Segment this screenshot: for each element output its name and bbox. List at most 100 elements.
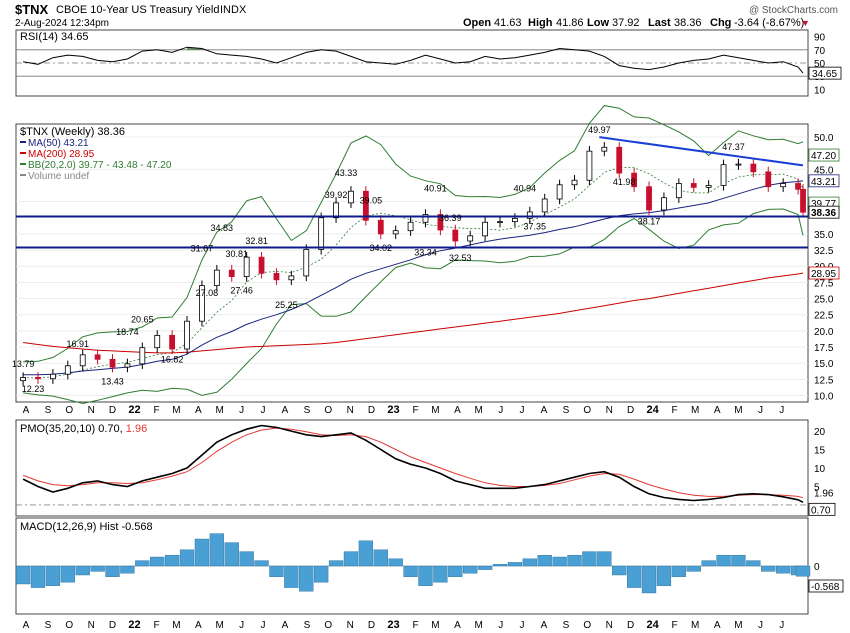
candle-body — [228, 269, 235, 277]
open-label: Open — [463, 17, 491, 29]
price-annotation: 13.79 — [12, 359, 35, 369]
rsi-tick-label: 10 — [814, 85, 826, 96]
candle-body — [79, 354, 86, 367]
price-annotation: 30.81 — [225, 249, 248, 259]
price-x-tick-label: M — [691, 405, 699, 416]
candle-body — [318, 217, 325, 250]
candle-body — [750, 163, 757, 173]
price-x-tick-label: O — [324, 405, 332, 416]
pmo-signal-line — [22, 427, 804, 499]
price-annotation: 31.67 — [191, 243, 214, 253]
low-value: 37.92 — [612, 17, 640, 29]
candle-body — [497, 221, 503, 224]
legend-label: BB(20,2.0) 39.77 - 43.48 - 47.20 — [28, 160, 172, 171]
price-tick-label: 22.5 — [814, 311, 834, 322]
price-tick-label: 50.0 — [814, 133, 834, 144]
candle-body — [526, 211, 533, 219]
price-title: $TNX (Weekly) 38.36 — [20, 126, 125, 138]
price-x-tick-label: A — [714, 405, 721, 416]
price-annotation: 16.91 — [66, 339, 89, 349]
macd-hist-bar — [537, 555, 552, 567]
rsi-tick-label: 90 — [814, 33, 826, 44]
price-x-tick-label: M — [172, 405, 180, 416]
security-name: CBOE 10-Year US Treasury Yield — [56, 4, 219, 16]
candle-body — [571, 179, 578, 186]
price-tick-label: 45.0 — [814, 165, 834, 176]
candle-body — [601, 146, 608, 152]
macd-x-tick-label: F — [672, 620, 678, 631]
value-tag-label: 43.21 — [811, 177, 836, 188]
candle-body — [437, 214, 444, 231]
price-x-tick-label: N — [347, 405, 354, 416]
candle-body — [243, 256, 250, 277]
macd-hist-bar — [328, 560, 344, 567]
price-annotation: 25.25 — [275, 300, 298, 310]
price-x-tick-label: J — [260, 405, 265, 416]
macd-x-tick-label: O — [324, 620, 332, 631]
macd-hist-bar — [597, 551, 612, 567]
macd-panel: MACD(12,26,9) Hist -0.568 0 -0.568 — [15, 517, 844, 615]
macd-hist-bar — [358, 540, 374, 567]
last-price-box — [808, 205, 840, 219]
candle-body — [556, 184, 563, 200]
macd-x-tick-label: J — [758, 620, 763, 631]
high-label: High — [528, 17, 553, 29]
macd-hist-bar — [120, 565, 135, 574]
price-annotation: 27.46 — [230, 286, 253, 296]
candle-body — [258, 256, 265, 274]
macd-hist-bar — [194, 538, 210, 567]
candle-body — [348, 190, 354, 204]
candle-body — [199, 285, 205, 322]
exchange-label: INDX — [220, 4, 247, 16]
ma200-line — [23, 272, 804, 354]
macd-x-tick-label: S — [45, 620, 52, 631]
price-annotation: 16.82 — [161, 354, 184, 364]
price-x-tick-label: A — [541, 405, 548, 416]
macd-x-tick-label: N — [606, 620, 613, 631]
open-value: 41.63 — [494, 17, 522, 29]
macd-hist-bar — [433, 565, 448, 583]
macd-x-tick-label: M — [475, 620, 483, 631]
price-tick-label: 32.5 — [814, 246, 834, 257]
low-label: Low — [587, 17, 609, 29]
macd-last-box — [808, 579, 844, 593]
candle-body — [184, 320, 190, 350]
candle-body — [154, 335, 161, 349]
price-annotation: 34.02 — [370, 243, 393, 253]
month-axis: A A S S O O N N D D 22 22 F F M M A A M M J J J J A A S S O O N N D D 23 23… — [23, 404, 785, 631]
pmo-title: PMO(35,20,10) 0.70, 1.96 — [20, 423, 147, 435]
price-tick-label: 20.0 — [814, 327, 834, 338]
macd-hist-bar — [701, 560, 716, 567]
price-x-tick-label: S — [563, 405, 570, 416]
price-annotation: 47.37 — [722, 142, 745, 152]
macd-x-tick-label: A — [195, 620, 202, 631]
macd-title: MACD(12,26,9) Hist -0.568 — [20, 521, 153, 533]
pmo-line — [22, 424, 804, 504]
value-tag-box — [808, 148, 840, 162]
macd-x-tick-label: J — [498, 620, 503, 631]
price-x-tick-label: N — [88, 405, 95, 416]
macd-hist-bar — [135, 560, 150, 567]
price-x-tick-label: O — [65, 405, 73, 416]
macd-hist-bar — [716, 555, 731, 567]
price-annotation: 43.33 — [335, 168, 358, 178]
candle-body — [50, 373, 56, 380]
price-x-tick-label: 23 — [387, 404, 399, 416]
price-tick-label: 10.0 — [814, 392, 834, 403]
price-annotation: 32.81 — [245, 236, 268, 246]
price-x-tick-label: M — [475, 405, 483, 416]
macd-hist-bar — [507, 562, 523, 567]
last-price-label: 38.36 — [811, 208, 836, 219]
rsi-last-box — [808, 66, 842, 80]
pmo-tick-label: 5 — [814, 482, 820, 493]
price-tick-label: 25.0 — [814, 295, 834, 306]
price-annotation: 34.83 — [211, 223, 234, 233]
macd-x-tick-label: M — [431, 620, 439, 631]
price-x-tick-label: F — [672, 405, 678, 416]
candle-body — [780, 183, 787, 188]
candle-body — [541, 198, 548, 213]
price-annotation: 38.17 — [638, 216, 661, 226]
macd-x-tick-label: 22 — [128, 619, 140, 631]
chg-down-icon: ▼ — [801, 18, 810, 28]
